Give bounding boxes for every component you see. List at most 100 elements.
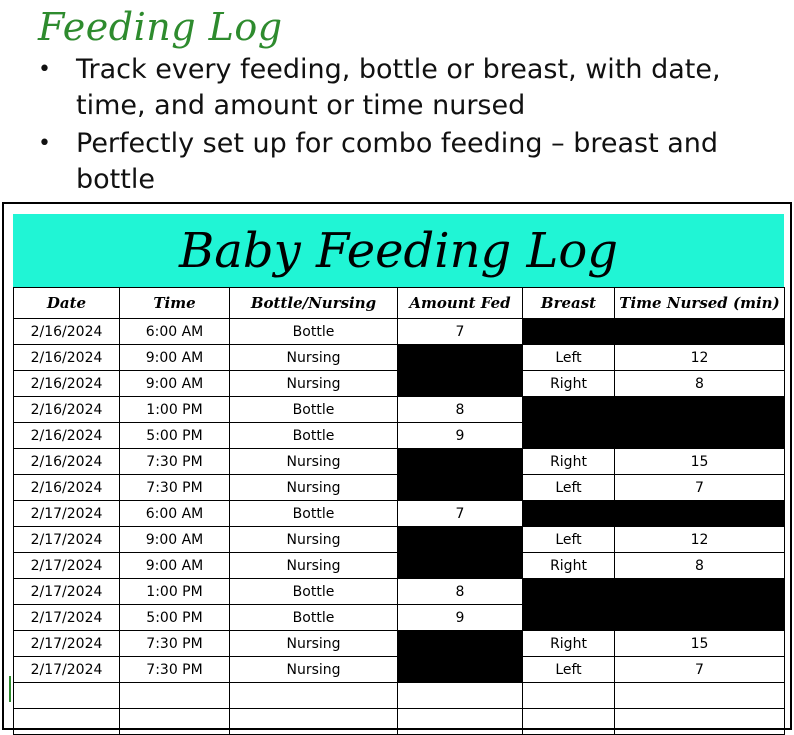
type-cell[interactable] — [229, 708, 398, 735]
amount-cell[interactable] — [397, 474, 523, 501]
date-cell[interactable]: 2/16/2024 — [13, 396, 120, 423]
time-cell[interactable]: 7:30 PM — [119, 656, 230, 683]
type-cell[interactable]: Nursing — [229, 526, 398, 553]
amount-cell[interactable]: 9 — [397, 604, 523, 631]
time-cell[interactable]: 7:30 PM — [119, 630, 230, 657]
amount-cell[interactable]: 7 — [397, 500, 523, 527]
duration-cell[interactable]: 7 — [614, 656, 785, 683]
type-cell[interactable]: Bottle — [229, 318, 398, 345]
amount-cell[interactable] — [397, 526, 523, 553]
duration-cell[interactable] — [614, 422, 785, 449]
type-cell[interactable]: Bottle — [229, 604, 398, 631]
type-cell[interactable]: Bottle — [229, 422, 398, 449]
date-cell[interactable]: 2/17/2024 — [13, 656, 120, 683]
time-cell[interactable]: 7:30 PM — [119, 474, 230, 501]
time-cell[interactable]: 7:30 PM — [119, 448, 230, 475]
breast-cell[interactable]: Left — [522, 474, 615, 501]
date-cell[interactable]: 2/17/2024 — [13, 500, 120, 527]
duration-cell[interactable] — [614, 708, 785, 735]
breast-cell[interactable] — [522, 604, 615, 631]
type-cell[interactable]: Nursing — [229, 448, 398, 475]
date-cell[interactable]: 2/16/2024 — [13, 448, 120, 475]
duration-cell[interactable]: 15 — [614, 448, 785, 475]
duration-cell[interactable] — [614, 396, 785, 423]
duration-cell[interactable]: 8 — [614, 370, 785, 397]
column-header-date[interactable]: Date — [13, 287, 120, 319]
breast-cell[interactable] — [522, 396, 615, 423]
breast-cell[interactable]: Left — [522, 656, 615, 683]
breast-cell[interactable]: Right — [522, 448, 615, 475]
type-cell[interactable]: Nursing — [229, 630, 398, 657]
amount-cell[interactable]: 9 — [397, 422, 523, 449]
breast-cell[interactable]: Left — [522, 526, 615, 553]
column-header-time-nursed[interactable]: Time Nursed (min) — [614, 287, 785, 319]
type-cell[interactable]: Bottle — [229, 396, 398, 423]
time-cell[interactable]: 5:00 PM — [119, 422, 230, 449]
amount-cell[interactable]: 7 — [397, 318, 523, 345]
type-cell[interactable]: Nursing — [229, 552, 398, 579]
date-cell[interactable]: 2/17/2024 — [13, 526, 120, 553]
duration-cell[interactable] — [614, 604, 785, 631]
breast-cell[interactable]: Right — [522, 630, 615, 657]
breast-cell[interactable]: Left — [522, 344, 615, 371]
time-cell[interactable]: 1:00 PM — [119, 396, 230, 423]
time-cell[interactable]: 5:00 PM — [119, 604, 230, 631]
type-cell[interactable]: Nursing — [229, 370, 398, 397]
breast-cell[interactable]: Right — [522, 370, 615, 397]
date-cell[interactable]: 2/16/2024 — [13, 422, 120, 449]
breast-cell[interactable] — [522, 708, 615, 735]
date-cell[interactable] — [13, 682, 120, 709]
date-cell[interactable]: 2/17/2024 — [13, 604, 120, 631]
duration-cell[interactable]: 12 — [614, 526, 785, 553]
type-cell[interactable]: Nursing — [229, 344, 398, 371]
time-cell[interactable]: 9:00 AM — [119, 552, 230, 579]
type-cell[interactable]: Nursing — [229, 474, 398, 501]
time-cell[interactable]: 9:00 AM — [119, 370, 230, 397]
breast-cell[interactable]: Right — [522, 552, 615, 579]
column-header-time[interactable]: Time — [119, 287, 230, 319]
breast-cell[interactable] — [522, 682, 615, 709]
amount-cell[interactable] — [397, 552, 523, 579]
time-cell[interactable]: 6:00 AM — [119, 318, 230, 345]
amount-cell[interactable] — [397, 656, 523, 683]
amount-cell[interactable]: 8 — [397, 578, 523, 605]
duration-cell[interactable]: 7 — [614, 474, 785, 501]
column-header-bottle-nursing[interactable]: Bottle/Nursing — [229, 287, 398, 319]
date-cell[interactable] — [13, 708, 120, 735]
time-cell[interactable] — [119, 682, 230, 709]
amount-cell[interactable] — [397, 630, 523, 657]
amount-cell[interactable]: 8 — [397, 396, 523, 423]
duration-cell[interactable] — [614, 682, 785, 709]
duration-cell[interactable]: 12 — [614, 344, 785, 371]
date-cell[interactable]: 2/17/2024 — [13, 552, 120, 579]
time-cell[interactable]: 1:00 PM — [119, 578, 230, 605]
type-cell[interactable]: Bottle — [229, 500, 398, 527]
amount-cell[interactable] — [397, 448, 523, 475]
breast-cell[interactable] — [522, 500, 615, 527]
date-cell[interactable]: 2/16/2024 — [13, 344, 120, 371]
amount-cell[interactable] — [397, 344, 523, 371]
duration-cell[interactable]: 8 — [614, 552, 785, 579]
column-header-breast[interactable]: Breast — [522, 287, 615, 319]
date-cell[interactable]: 2/17/2024 — [13, 630, 120, 657]
time-cell[interactable]: 6:00 AM — [119, 500, 230, 527]
date-cell[interactable]: 2/16/2024 — [13, 474, 120, 501]
breast-cell[interactable] — [522, 422, 615, 449]
type-cell[interactable]: Bottle — [229, 578, 398, 605]
duration-cell[interactable]: 15 — [614, 630, 785, 657]
breast-cell[interactable] — [522, 578, 615, 605]
amount-cell[interactable] — [397, 708, 523, 735]
amount-cell[interactable] — [397, 682, 523, 709]
duration-cell[interactable] — [614, 318, 785, 345]
type-cell[interactable]: Nursing — [229, 656, 398, 683]
column-header-amount-fed[interactable]: Amount Fed — [397, 287, 523, 319]
duration-cell[interactable] — [614, 578, 785, 605]
time-cell[interactable]: 9:00 AM — [119, 344, 230, 371]
amount-cell[interactable] — [397, 370, 523, 397]
time-cell[interactable]: 9:00 AM — [119, 526, 230, 553]
type-cell[interactable] — [229, 682, 398, 709]
date-cell[interactable]: 2/16/2024 — [13, 318, 120, 345]
date-cell[interactable]: 2/16/2024 — [13, 370, 120, 397]
breast-cell[interactable] — [522, 318, 615, 345]
time-cell[interactable] — [119, 708, 230, 735]
